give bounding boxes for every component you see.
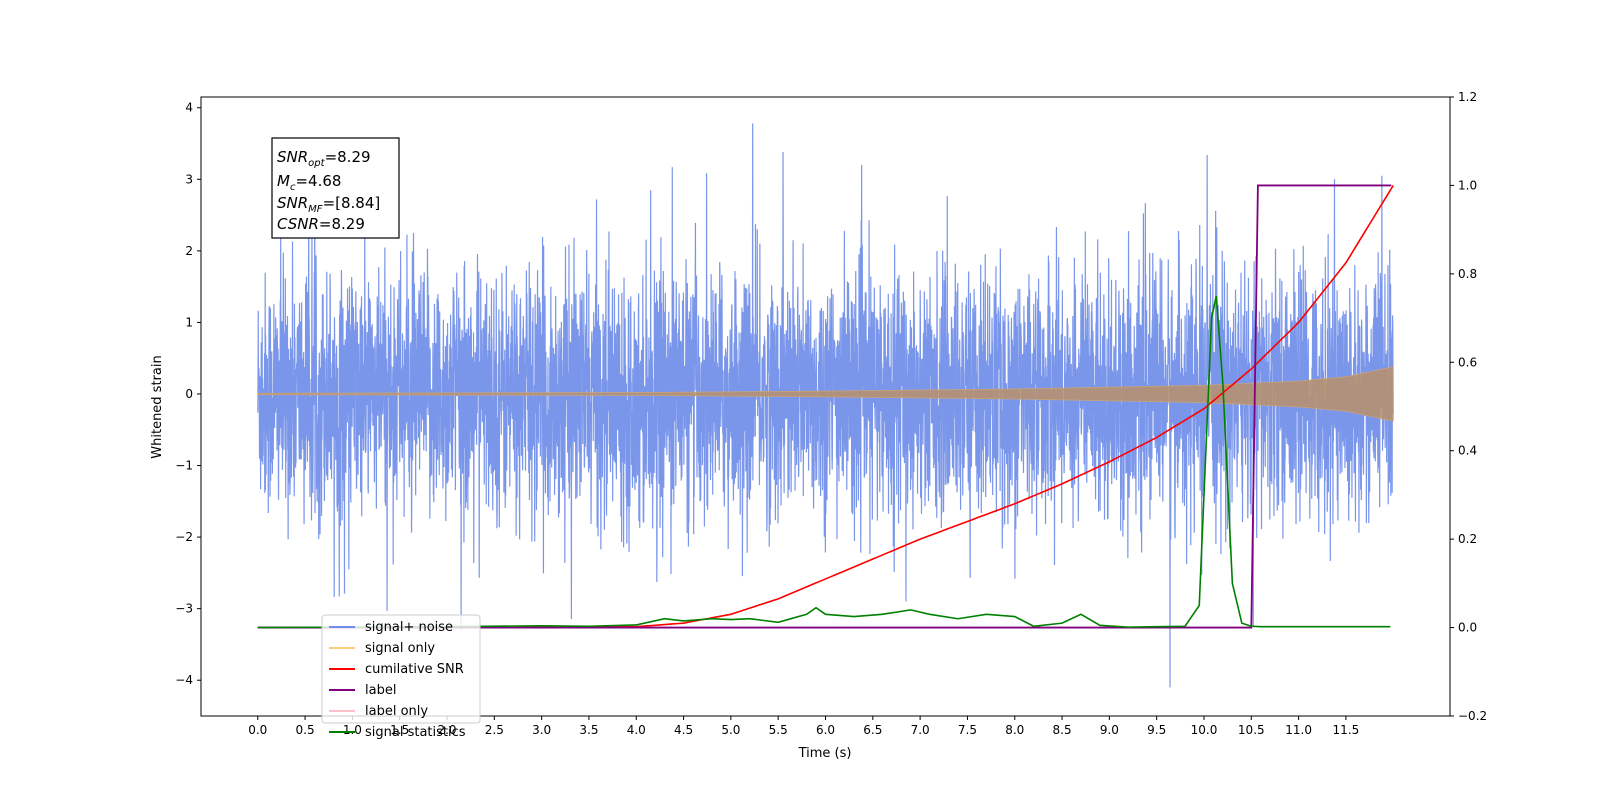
series-signal-only <box>257 366 1394 422</box>
x-tick-label: 1.5 <box>390 723 409 737</box>
x-axis-ticks: 0.0 0.5 1.0 1.5 2.0 2.5 3.0 3.5 4.0 4.5 5.0 5.5 6.0 6… <box>248 716 1359 737</box>
legend: signal+ noise signal only cumilative SNR la… <box>321 614 481 740</box>
legend-label: signal+ noise <box>365 620 453 635</box>
x-tick-label: 0.5 <box>296 723 315 737</box>
y-tick-label: −3 <box>175 602 193 616</box>
annotation-line-csnr: CSNR=8.29 <box>277 215 365 233</box>
x-tick-label: 3.0 <box>532 723 551 737</box>
y-tick-label: 4 <box>185 101 193 115</box>
x-tick-label: 5.5 <box>769 723 788 737</box>
series-signal-statistics <box>257 295 1391 629</box>
y-tick-label: 1 <box>185 315 193 329</box>
x-tick-label: 2.0 <box>437 723 456 737</box>
x-tick-label: 6.0 <box>816 723 835 737</box>
x-tick-label: 8.0 <box>1005 723 1024 737</box>
x-tick-label: 11.5 <box>1333 723 1360 737</box>
y-axis-ticks: −4 −3 −2 −1 0 1 2 3 4 <box>175 101 201 687</box>
y-tick-label: 0 <box>185 387 193 401</box>
x-tick-label: 10.5 <box>1238 723 1265 737</box>
x-tick-label: 6.5 <box>863 723 882 737</box>
y-tick-label: −2 <box>175 530 193 544</box>
right-y-tick-label: 1.2 <box>1458 90 1477 104</box>
annotation-box: SNRopt=8.29 Mc=4.68 SNRMF=[8.84] CSNR=8.… <box>271 137 400 239</box>
right-y-axis-ticks: −0.2 0.0 0.2 0.4 0.6 0.8 1.0 1.2 <box>1450 90 1487 723</box>
legend-label: signal only <box>365 641 435 656</box>
right-y-tick-label: 0.8 <box>1458 267 1477 281</box>
legend-label: signal statistics <box>365 725 466 740</box>
x-tick-label: 0.0 <box>248 723 267 737</box>
x-tick-label: 5.0 <box>721 723 740 737</box>
y-tick-label: 2 <box>185 244 193 258</box>
right-y-tick-label: 1.0 <box>1458 178 1477 192</box>
x-tick-label: 9.5 <box>1147 723 1166 737</box>
x-tick-label: 7.5 <box>958 723 977 737</box>
right-y-tick-label: 0.2 <box>1458 532 1477 546</box>
x-tick-label: 7.0 <box>911 723 930 737</box>
legend-label: cumilative SNR <box>365 662 464 677</box>
x-tick-label: 2.5 <box>485 723 504 737</box>
x-tick-label: 4.0 <box>627 723 646 737</box>
x-tick-label: 9.0 <box>1100 723 1119 737</box>
series-signal-plus-noise <box>257 123 1394 688</box>
legend-label: label <box>365 683 396 698</box>
legend-label: label only <box>365 704 428 719</box>
right-y-tick-label: 0.4 <box>1458 444 1477 458</box>
y-tick-label: −1 <box>175 459 193 473</box>
annotation-line-snr-mf: SNRMF=[8.84] <box>277 194 380 215</box>
x-tick-label: 4.5 <box>674 723 693 737</box>
x-tick-label: 11.0 <box>1285 723 1312 737</box>
annotation-line-snr-opt: SNRopt=8.29 <box>277 148 371 169</box>
y-axis-label: Whitened strain <box>150 355 165 458</box>
y-tick-label: −4 <box>175 673 193 687</box>
x-axis-label: Time (s) <box>798 746 852 761</box>
y-tick-label: 3 <box>185 172 193 186</box>
x-tick-label: 8.5 <box>1053 723 1072 737</box>
right-y-tick-label: −0.2 <box>1458 709 1487 723</box>
x-tick-label: 3.5 <box>579 723 598 737</box>
series-layer <box>257 123 1394 688</box>
annotation-line-mc: Mc=4.68 <box>277 172 341 193</box>
series-label <box>257 184 1392 629</box>
x-tick-label: 1.0 <box>343 723 362 737</box>
right-y-tick-label: 0.0 <box>1458 621 1477 635</box>
right-y-tick-label: 0.6 <box>1458 355 1477 369</box>
x-tick-label: 10.0 <box>1191 723 1218 737</box>
